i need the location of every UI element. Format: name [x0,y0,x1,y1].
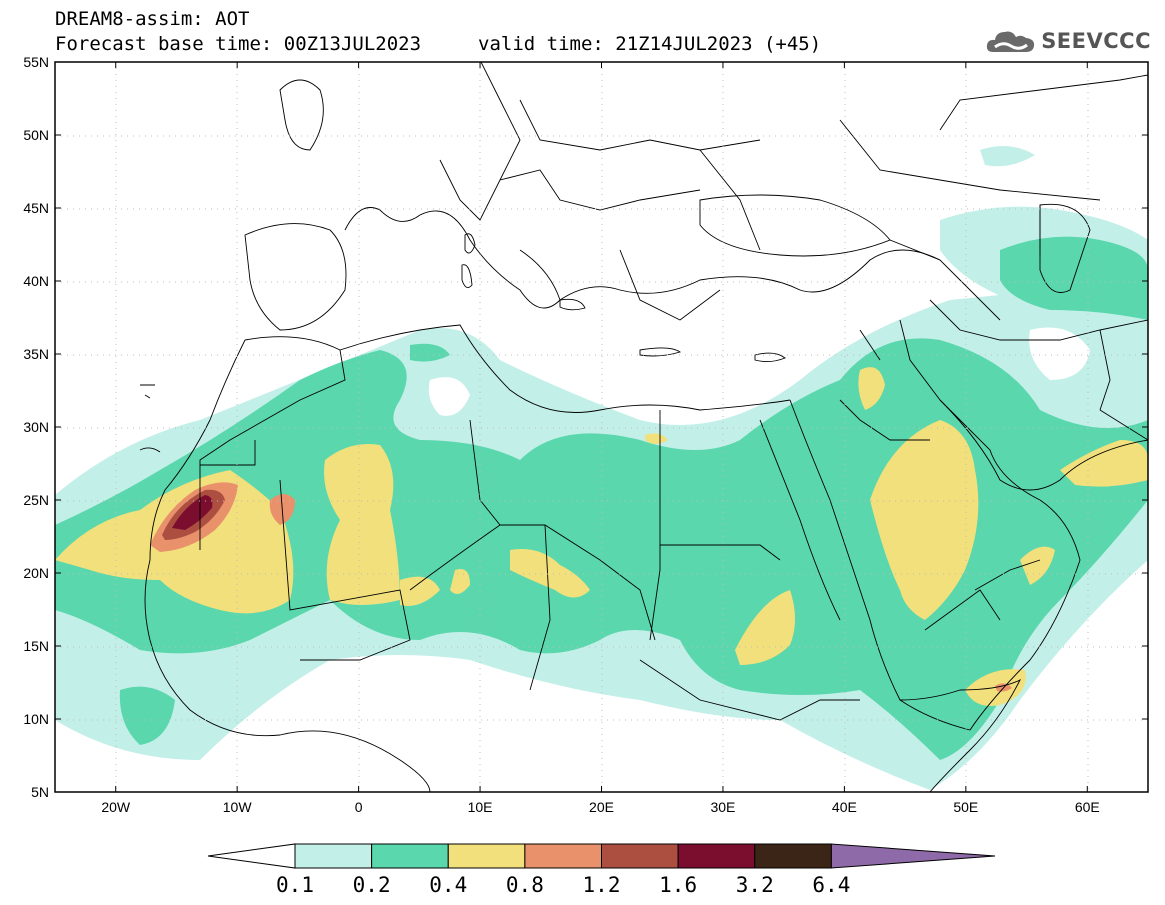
lon-label: 20W [101,799,131,815]
lon-label: 10W [223,799,253,815]
colorbar-segment [601,843,679,869]
map-title: DREAM8-assim: AOT [55,8,250,30]
lat-label: 35N [23,346,49,362]
lon-label: 50E [953,799,978,815]
colorbar-labels: 0.1 0.2 0.4 0.8 1.2 1.6 3.2 6.4 [276,873,850,897]
colorbar-under-arrow [207,843,296,869]
lon-label: 40E [832,799,857,815]
lat-label: 25N [23,492,49,508]
lat-label: 5N [31,784,49,800]
aot-field [55,62,1148,792]
colorbar-level-label: 0.1 [276,873,314,897]
colorbar-level-label: 0.8 [506,873,544,897]
valid-time: valid time: 21Z14JUL2023 (+45) [478,33,822,55]
colorbar-segment [677,843,756,869]
colorbar-segment [294,843,373,869]
lat-label: 10N [23,711,49,727]
colorbar-segment [524,843,602,869]
lon-label: 60E [1075,799,1100,815]
seevccc-logo: SEEVCCC [985,24,1151,58]
colorbar-segment [371,843,449,869]
colorbar-level-label: 0.2 [353,873,391,897]
lon-label: 0 [355,799,363,815]
lat-label: 55N [23,54,49,70]
latitude-labels: 55N 50N 45N 40N 35N 30N 25N 20N 15N 10N 5N [23,54,49,800]
lon-label: 20E [589,799,614,815]
logo-text: SEEVCCC [1041,29,1151,53]
lon-label: 30E [710,799,735,815]
colorbar-segment [447,843,526,869]
lat-label: 30N [23,419,49,435]
lat-label: 15N [23,638,49,654]
colorbar [207,843,996,869]
colorbar-level-label: 1.6 [659,873,697,897]
colorbar-level-label: 0.4 [429,873,467,897]
colorbar-level-label: 1.2 [583,873,621,897]
colorbar-level-label: 3.2 [736,873,774,897]
axis-ticks [55,61,1148,793]
lat-label: 50N [23,127,49,143]
forecast-base-time: Forecast base time: 00Z13JUL2023 [55,33,422,55]
lat-label: 20N [23,565,49,581]
longitude-labels: 20W 10W 0 10E 20E 30E 40E 50E 60E [101,799,1099,815]
lat-label: 45N [23,200,49,216]
lat-label: 40N [23,273,49,289]
colorbar-level-label: 6.4 [812,873,850,897]
lon-label: 10E [468,799,493,815]
cloud-icon [987,31,1035,52]
colorbar-segment [830,843,996,869]
colorbar-segment [754,843,832,869]
